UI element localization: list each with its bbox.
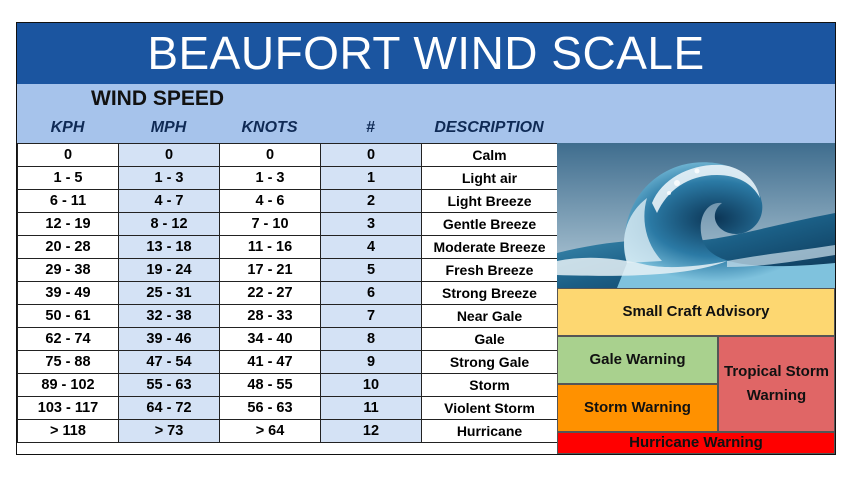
number-cell: 0 — [320, 143, 422, 167]
kph-cell: 6 - 11 — [17, 189, 119, 213]
kph-cell: 62 - 74 — [17, 327, 119, 351]
wind-speed-heading: WIND SPEED — [91, 87, 225, 110]
description-cell: Gale — [421, 327, 558, 351]
kph-cell: 1 - 5 — [17, 166, 119, 190]
small-craft-advisory: Small Craft Advisory — [557, 288, 835, 336]
knots-cell: 56 - 63 — [219, 396, 321, 420]
kph-cell: 0 — [17, 143, 119, 167]
mph-cell: 64 - 72 — [118, 396, 220, 420]
number-cell: 3 — [320, 212, 422, 236]
number-cell: 10 — [320, 373, 422, 397]
table-row: 12 - 19 8 - 12 7 - 10 3 Gentle Breeze — [17, 212, 558, 236]
table-row: 39 - 49 25 - 31 22 - 27 6 Strong Breeze — [17, 281, 558, 305]
mph-cell: 39 - 46 — [118, 327, 220, 351]
knots-cell: 4 - 6 — [219, 189, 321, 213]
description-cell: Strong Gale — [421, 350, 558, 374]
kph-cell: 12 - 19 — [17, 212, 119, 236]
storm-warning: Storm Warning — [557, 384, 718, 432]
description-cell: Moderate Breeze — [421, 235, 558, 259]
mph-cell: 1 - 3 — [118, 166, 220, 190]
mph-cell: 25 - 31 — [118, 281, 220, 305]
knots-cell: 11 - 16 — [219, 235, 321, 259]
table-row: 62 - 74 39 - 46 34 - 40 8 Gale — [17, 327, 558, 351]
number-cell: 12 — [320, 419, 422, 443]
description-cell: Violent Storm — [421, 396, 558, 420]
table-row: > 118 > 73 > 64 12 Hurricane — [17, 419, 558, 443]
number-cell: 7 — [320, 304, 422, 328]
mph-cell: > 73 — [118, 419, 220, 443]
description-cell: Storm — [421, 373, 558, 397]
number-cell: 8 — [320, 327, 422, 351]
kph-cell: 103 - 117 — [17, 396, 119, 420]
number-cell: 9 — [320, 350, 422, 374]
number-cell: 5 — [320, 258, 422, 282]
wave-icon — [557, 143, 835, 288]
knots-cell: 48 - 55 — [219, 373, 321, 397]
number-cell: 2 — [320, 189, 422, 213]
mph-cell: 55 - 63 — [118, 373, 220, 397]
beaufort-scale-chart: BEAUFORT WIND SCALE WIND SPEED KPH MPH K… — [16, 22, 836, 455]
mph-cell: 8 - 12 — [118, 212, 220, 236]
description-cell: Light air — [421, 166, 558, 190]
mph-cell: 0 — [118, 143, 220, 167]
kph-cell: 50 - 61 — [17, 304, 119, 328]
knots-cell: 28 - 33 — [219, 304, 321, 328]
knots-cell: 41 - 47 — [219, 350, 321, 374]
table-header: WIND SPEED KPH MPH KNOTS # DESCRIPTION — [17, 84, 835, 143]
ocean-wave-image — [557, 143, 835, 288]
table-row: 50 - 61 32 - 38 28 - 33 7 Near Gale — [17, 304, 558, 328]
description-cell: Strong Breeze — [421, 281, 558, 305]
gale-warning: Gale Warning — [557, 336, 718, 384]
column-header-knots: KNOTS — [241, 119, 298, 136]
description-cell: Fresh Breeze — [421, 258, 558, 282]
column-header-kph: KPH — [50, 119, 85, 136]
table-row: 20 - 28 13 - 18 11 - 16 4 Moderate Breeze — [17, 235, 558, 259]
mph-cell: 32 - 38 — [118, 304, 220, 328]
tropical-storm-warning: Tropical Storm Warning — [718, 336, 835, 432]
table-row: 89 - 102 55 - 63 48 - 55 10 Storm — [17, 373, 558, 397]
number-cell: 4 — [320, 235, 422, 259]
knots-cell: > 64 — [219, 419, 321, 443]
column-header-number: # — [366, 119, 375, 136]
table-row: 0 0 0 0 Calm — [17, 143, 558, 167]
table-row: 103 - 117 64 - 72 56 - 63 11 Violent Storm — [17, 396, 558, 420]
description-cell: Calm — [421, 143, 558, 167]
number-cell: 11 — [320, 396, 422, 420]
description-cell: Hurricane — [421, 419, 558, 443]
column-header-description: DESCRIPTION — [434, 119, 544, 136]
description-cell: Gentle Breeze — [421, 212, 558, 236]
description-cell: Light Breeze — [421, 189, 558, 213]
knots-cell: 1 - 3 — [219, 166, 321, 190]
number-cell: 1 — [320, 166, 422, 190]
kph-cell: 39 - 49 — [17, 281, 119, 305]
page-title: BEAUFORT WIND SCALE — [17, 23, 835, 84]
column-header-mph: MPH — [150, 119, 187, 136]
mph-cell: 4 - 7 — [118, 189, 220, 213]
table-row: 29 - 38 19 - 24 17 - 21 5 Fresh Breeze — [17, 258, 558, 282]
kph-cell: 89 - 102 — [17, 373, 119, 397]
knots-cell: 7 - 10 — [219, 212, 321, 236]
mph-cell: 47 - 54 — [118, 350, 220, 374]
kph-cell: 29 - 38 — [17, 258, 119, 282]
mph-cell: 19 - 24 — [118, 258, 220, 282]
number-cell: 6 — [320, 281, 422, 305]
knots-cell: 17 - 21 — [219, 258, 321, 282]
kph-cell: > 118 — [17, 419, 119, 443]
hurricane-warning: Hurricane Warning — [557, 432, 835, 454]
knots-cell: 34 - 40 — [219, 327, 321, 351]
description-cell: Near Gale — [421, 304, 558, 328]
mph-cell: 13 - 18 — [118, 235, 220, 259]
kph-cell: 20 - 28 — [17, 235, 119, 259]
kph-cell: 75 - 88 — [17, 350, 119, 374]
knots-cell: 0 — [219, 143, 321, 167]
knots-cell: 22 - 27 — [219, 281, 321, 305]
table-row: 75 - 88 47 - 54 41 - 47 9 Strong Gale — [17, 350, 558, 374]
